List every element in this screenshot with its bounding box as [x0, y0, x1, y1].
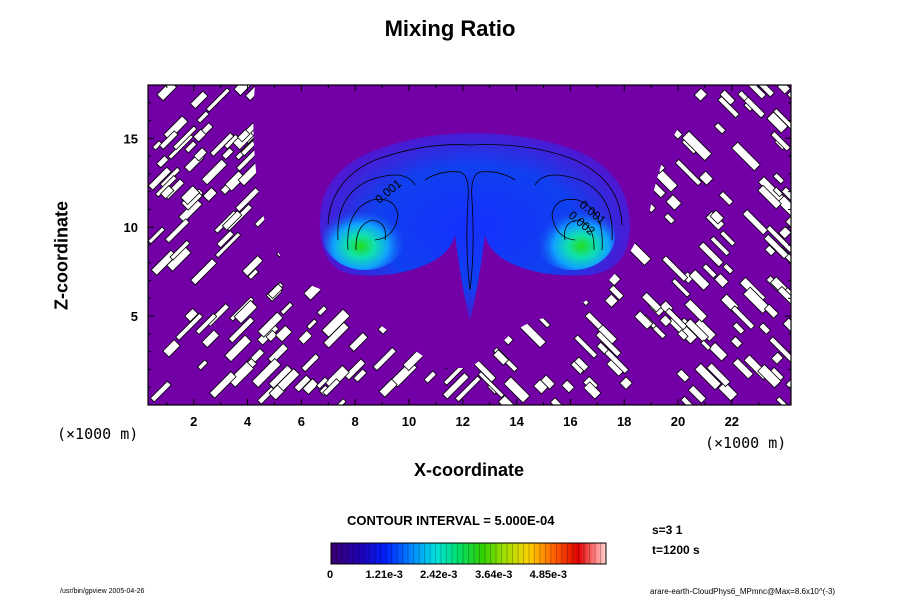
y-tick-label: 15: [124, 131, 138, 146]
y-axis-label: Z-coordinate: [51, 201, 72, 311]
thermal-plume: [319, 133, 630, 320]
contour-interval: CONTOUR INTERVAL = 5.000E-04: [347, 513, 555, 528]
x-axis-label: X-coordinate: [413, 460, 524, 480]
y-tick-label: 10: [124, 220, 138, 235]
x-tick-label: 2: [190, 414, 197, 429]
x-axis-unit-left: (×1000 m): [57, 425, 139, 443]
x-tick-label: 8: [352, 414, 359, 429]
x-tick-label: 22: [725, 414, 739, 429]
colorbar-tick-label: 0: [327, 569, 334, 581]
chart-title: Mixing Ratio: [384, 16, 516, 41]
x-tick-label: 10: [402, 414, 416, 429]
y-axis: 5 10 15: [124, 102, 791, 388]
footer-left: /usr/bin/gpview 2005-04-26: [60, 588, 145, 595]
x-tick-label: 14: [509, 414, 524, 429]
x-axis-unit-right: (×1000 m): [705, 434, 787, 452]
step-t: t=1200 s: [652, 543, 700, 557]
footer-right: arare-earth-CloudPhys6_MPmnc@Max=8.6x10^…: [650, 587, 836, 596]
x-tick-label: 16: [563, 414, 577, 429]
x-tick-label: 12: [456, 414, 470, 429]
y-tick-label: 5: [131, 309, 138, 324]
x-tick-label: 4: [244, 414, 252, 429]
step-s: s=3 1: [652, 523, 683, 537]
x-tick-label: 20: [671, 414, 685, 429]
x-tick-label: 18: [617, 414, 631, 429]
x-axis: 2 4 6 8 10 12 14 16 18 20 22: [166, 85, 760, 429]
colorbar-tick-label: 3.64e-3: [475, 569, 513, 581]
colorbar-tick-label: 2.42e-3: [420, 569, 458, 581]
step-info: s=3 1 t=1200 s: [652, 520, 700, 560]
colorbar: [330, 542, 607, 565]
colorbar-tick-label: 4.85e-3: [529, 569, 567, 581]
colorbar-tick-label: 1.21e-3: [365, 569, 403, 581]
x-tick-label: 6: [298, 414, 305, 429]
